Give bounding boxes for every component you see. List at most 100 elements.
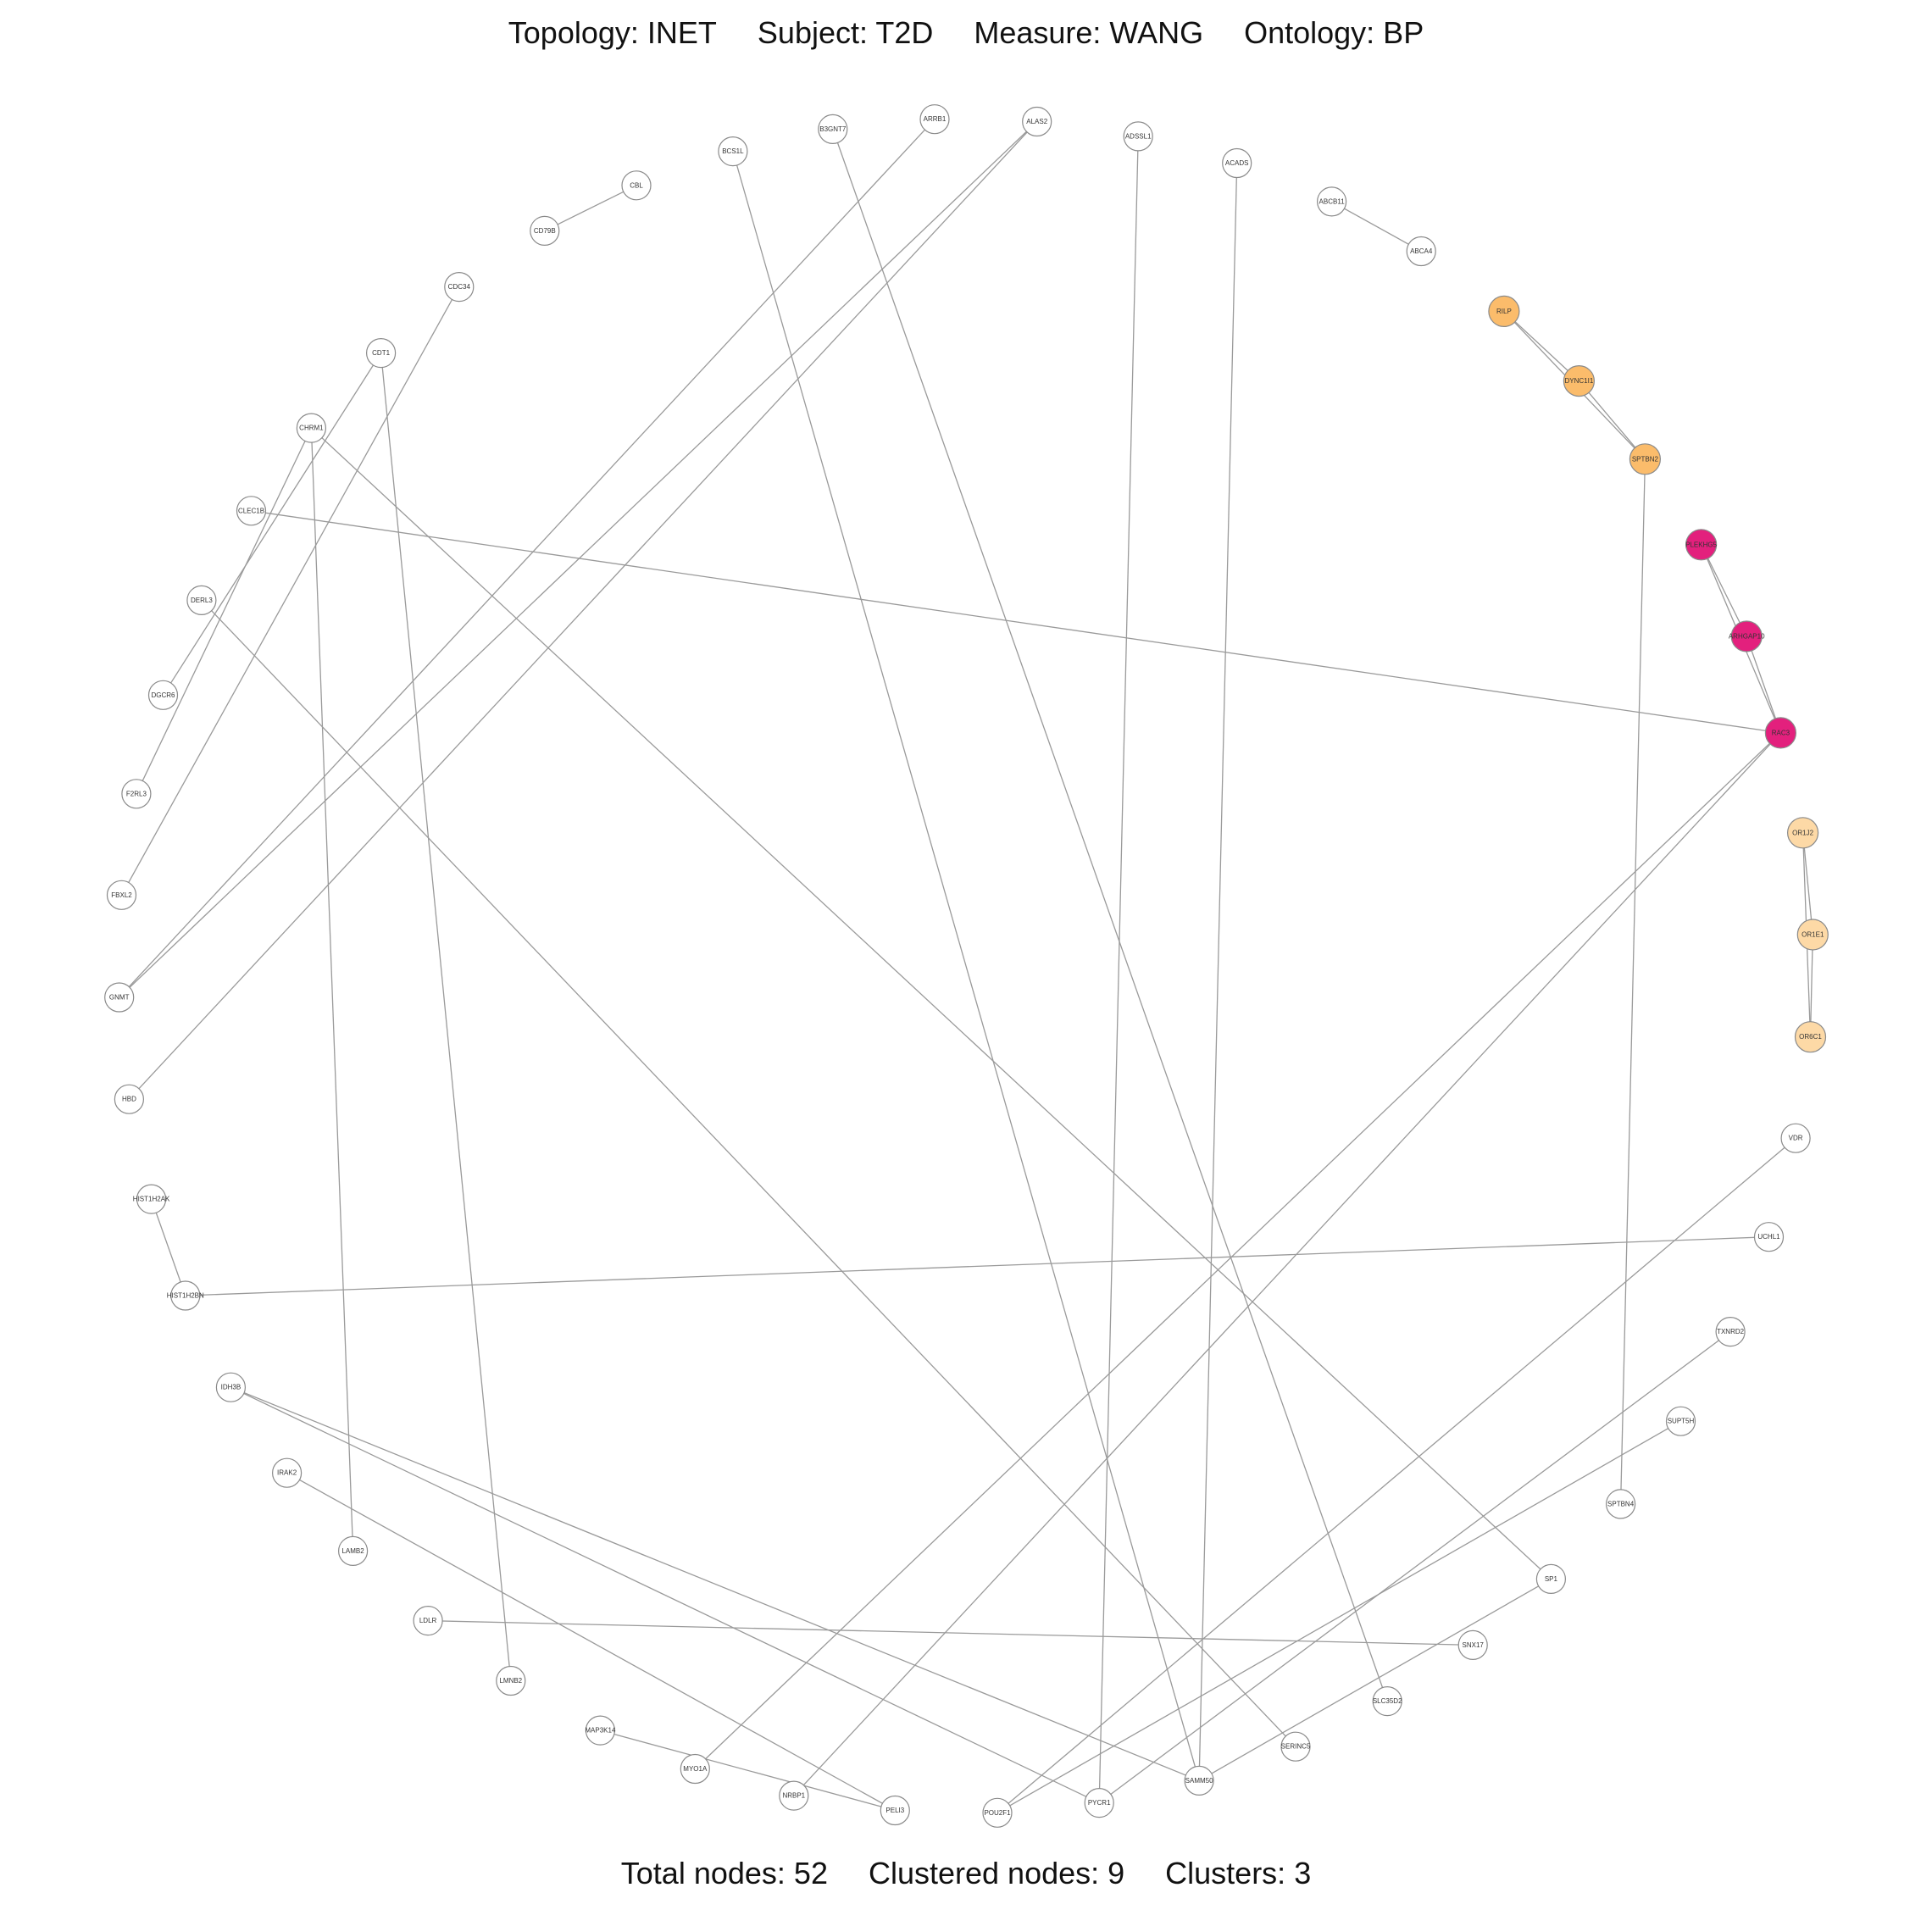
node-circle[interactable] — [1222, 147, 1252, 179]
node-hist1h2bn[interactable]: HIST1H2BN — [167, 1280, 204, 1311]
node-idh3b[interactable]: IDH3B — [215, 1372, 246, 1402]
node-circle[interactable] — [919, 104, 950, 135]
node-circle[interactable] — [1753, 1222, 1785, 1252]
node-sptbn4[interactable]: SPTBN4 — [1605, 1489, 1636, 1519]
node-circle[interactable] — [1796, 919, 1829, 951]
node-circle[interactable] — [104, 982, 135, 1013]
node-circle[interactable] — [1022, 106, 1052, 137]
node-circle[interactable] — [1280, 1731, 1311, 1762]
node-circle[interactable] — [1787, 817, 1819, 849]
node-vdr[interactable]: VDR — [1780, 1123, 1811, 1153]
node-txnrd2[interactable]: TXNRD2 — [1715, 1316, 1746, 1347]
node-circle[interactable] — [1605, 1489, 1636, 1519]
node-circle[interactable] — [1488, 295, 1520, 327]
node-circle[interactable] — [1123, 121, 1153, 152]
node-cbl[interactable]: CBL — [621, 170, 652, 201]
node-circle[interactable] — [106, 880, 137, 910]
node-circle[interactable] — [236, 496, 267, 526]
node-abca4[interactable]: ABCA4 — [1406, 236, 1436, 267]
node-circle[interactable] — [880, 1795, 910, 1826]
node-circle[interactable] — [621, 170, 652, 201]
node-circle[interactable] — [114, 1084, 144, 1114]
node-fbxl2[interactable]: FBXL2 — [106, 880, 137, 910]
node-f2rl3[interactable]: F2RL3 — [121, 779, 152, 809]
node-circle[interactable] — [585, 1715, 616, 1746]
node-circle[interactable] — [186, 585, 217, 616]
node-cdc34[interactable]: CDC34 — [444, 272, 475, 303]
node-serinc5[interactable]: SERINC5 — [1280, 1731, 1311, 1762]
node-circle[interactable] — [147, 680, 179, 710]
node-circle[interactable] — [1316, 186, 1347, 217]
node-irak2[interactable]: IRAK2 — [272, 1457, 303, 1488]
node-or6c1[interactable]: OR6C1 — [1794, 1021, 1827, 1053]
node-peli3[interactable]: PELI3 — [880, 1795, 910, 1826]
node-plekhg5[interactable]: PLEKHG5 — [1685, 529, 1718, 561]
node-samm50[interactable]: SAMM50 — [1184, 1765, 1214, 1796]
node-arhgap10[interactable]: ARHGAP10 — [1729, 620, 1765, 652]
node-circle[interactable] — [530, 215, 560, 246]
node-nrbp1[interactable]: NRBP1 — [779, 1780, 809, 1811]
node-circle[interactable] — [779, 1780, 809, 1811]
node-or1e1[interactable]: OR1E1 — [1796, 919, 1829, 951]
node-circle[interactable] — [1685, 529, 1718, 561]
node-sptbn2[interactable]: SPTBN2 — [1629, 443, 1662, 475]
node-circle[interactable] — [366, 338, 397, 369]
node-circle[interactable] — [982, 1797, 1013, 1828]
node-arrb1[interactable]: ARRB1 — [919, 104, 950, 135]
node-dgcr6[interactable]: DGCR6 — [147, 680, 179, 710]
node-circle[interactable] — [121, 779, 152, 809]
node-myo1a[interactable]: MYO1A — [680, 1753, 710, 1785]
node-or1j2[interactable]: OR1J2 — [1787, 817, 1819, 849]
node-circle[interactable] — [1794, 1021, 1827, 1053]
node-circle[interactable] — [413, 1605, 443, 1636]
node-circle[interactable] — [1730, 620, 1763, 652]
node-bcs1l[interactable]: BCS1L — [718, 136, 748, 167]
node-circle[interactable] — [1457, 1629, 1488, 1661]
node-supt5h[interactable]: SUPT5H — [1665, 1406, 1696, 1436]
node-circle[interactable] — [1372, 1685, 1402, 1717]
node-circle[interactable] — [1084, 1788, 1114, 1818]
node-cdt1[interactable]: CDT1 — [366, 338, 397, 369]
node-pycr1[interactable]: PYCR1 — [1084, 1788, 1114, 1818]
node-circle[interactable] — [1780, 1123, 1811, 1153]
node-dync1i1[interactable]: DYNC1I1 — [1563, 365, 1596, 397]
node-ldlr[interactable]: LDLR — [413, 1605, 443, 1636]
node-slc35d2[interactable]: SLC35D2 — [1372, 1685, 1402, 1717]
node-circle[interactable] — [444, 272, 475, 303]
node-chrm1[interactable]: CHRM1 — [296, 413, 326, 443]
node-abcb11[interactable]: ABCB11 — [1316, 186, 1347, 217]
node-circle[interactable] — [1184, 1765, 1214, 1796]
node-sp1[interactable]: SP1 — [1535, 1563, 1567, 1595]
node-circle[interactable] — [1629, 443, 1662, 475]
node-acads[interactable]: ACADS — [1222, 147, 1252, 179]
node-derl3[interactable]: DERL3 — [186, 585, 217, 616]
node-hbd[interactable]: HBD — [114, 1084, 144, 1114]
node-alas2[interactable]: ALAS2 — [1022, 106, 1052, 137]
node-circle[interactable] — [1764, 717, 1796, 749]
node-lamb2[interactable]: LAMB2 — [338, 1535, 369, 1567]
node-pou2f1[interactable]: POU2F1 — [982, 1797, 1013, 1828]
node-rilp[interactable]: RILP — [1488, 295, 1520, 327]
node-map3k14[interactable]: MAP3K14 — [585, 1715, 616, 1746]
node-circle[interactable] — [1406, 236, 1436, 267]
node-snx17[interactable]: SNX17 — [1457, 1629, 1488, 1661]
node-circle[interactable] — [1665, 1406, 1696, 1436]
node-circle[interactable] — [496, 1665, 526, 1696]
node-circle[interactable] — [1563, 365, 1596, 397]
node-circle[interactable] — [215, 1372, 246, 1402]
node-circle[interactable] — [272, 1457, 303, 1488]
node-gnmt[interactable]: GNMT — [104, 982, 135, 1013]
node-lmnb2[interactable]: LMNB2 — [496, 1665, 526, 1696]
node-circle[interactable] — [818, 114, 848, 144]
node-rac3[interactable]: RAC3 — [1764, 717, 1796, 749]
node-b3gnt7[interactable]: B3GNT7 — [818, 114, 848, 144]
node-circle[interactable] — [170, 1280, 201, 1311]
node-circle[interactable] — [680, 1753, 710, 1785]
node-cd79b[interactable]: CD79B — [530, 215, 560, 246]
node-circle[interactable] — [1715, 1316, 1746, 1347]
node-circle[interactable] — [1535, 1563, 1567, 1595]
node-clec1b[interactable]: CLEC1B — [236, 496, 267, 526]
node-adssl1[interactable]: ADSSL1 — [1123, 121, 1153, 152]
node-uchl1[interactable]: UCHL1 — [1753, 1222, 1785, 1252]
node-circle[interactable] — [296, 413, 326, 443]
